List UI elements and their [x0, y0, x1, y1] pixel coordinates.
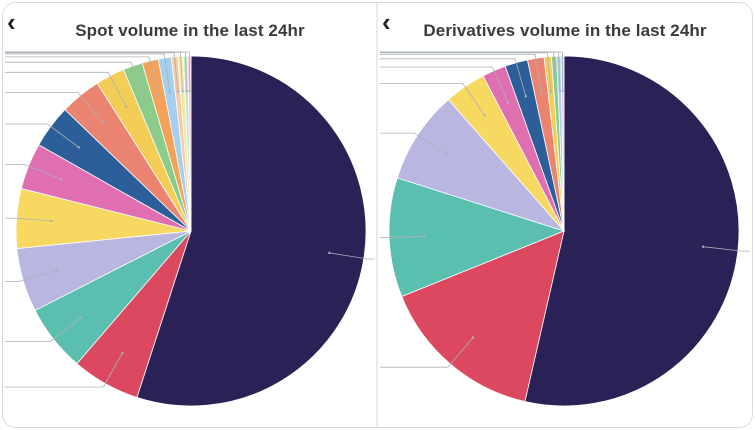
panel-divider — [376, 3, 379, 427]
leader-dot-8 — [540, 91, 543, 95]
leader-line-11 — [5, 56, 159, 95]
leader-dot-4 — [55, 269, 58, 272]
spot-chart-title: Spot volume in the last 24hr — [75, 21, 305, 40]
leader-dot-7 — [524, 95, 527, 98]
leader-dot-12 — [168, 91, 172, 94]
leader-line-1 — [703, 246, 750, 252]
leader-line-6 — [380, 66, 509, 103]
leader-dot-9 — [549, 90, 553, 93]
leader-line-5 — [5, 217, 52, 222]
leader-dot-5 — [50, 219, 53, 223]
leader-line-7 — [5, 123, 80, 148]
leader-line-4 — [380, 132, 448, 155]
leader-line-8 — [380, 54, 542, 93]
leader-dot-2 — [121, 351, 124, 355]
derivatives-chart-title: Derivatives volume in the last 24hr — [423, 21, 707, 40]
leader-dot-4 — [445, 153, 448, 156]
leader-line-9 — [5, 71, 127, 108]
leader-dot-1 — [701, 245, 705, 248]
leader-dot-12 — [561, 89, 564, 93]
leader-line-3 — [380, 235, 425, 239]
leader-dot-11 — [558, 89, 561, 93]
leader-line-12 — [5, 53, 171, 93]
leader-dot-6 — [506, 101, 510, 104]
leader-line-3 — [5, 317, 82, 343]
leader-line-13 — [5, 52, 179, 92]
spot-volume-panel: ‹ Spot volume in the last 24hr — [3, 3, 377, 427]
leader-dot-9 — [125, 105, 128, 109]
leader-line-9 — [380, 52, 552, 92]
leader-line-2 — [380, 337, 474, 368]
chevron-left-icon[interactable]: ‹ — [7, 7, 16, 37]
spot-volume-pie-chart — [5, 51, 375, 407]
leader-dot-11 — [157, 93, 160, 97]
leader-dot-7 — [77, 146, 81, 149]
leader-line-16 — [5, 51, 191, 92]
leader-dot-8 — [101, 121, 104, 124]
leader-dot-16 — [188, 89, 191, 93]
leader-dot-14 — [181, 90, 184, 93]
leader-line-6 — [5, 164, 62, 180]
leader-dot-2 — [471, 336, 475, 339]
leader-dot-15 — [185, 89, 188, 93]
leader-line-10 — [5, 61, 145, 100]
leader-dot-3 — [79, 316, 83, 319]
leader-line-5 — [380, 83, 486, 116]
derivatives-volume-pie-chart — [380, 51, 750, 407]
chevron-left-icon[interactable]: ‹ — [382, 7, 391, 37]
leader-dot-13 — [176, 90, 179, 93]
leader-dot-10 — [143, 97, 146, 101]
leader-line-4 — [5, 270, 57, 282]
leader-dot-10 — [554, 90, 558, 93]
leader-line-7 — [380, 58, 527, 97]
leader-dot-1 — [328, 251, 331, 255]
leader-line-2 — [5, 352, 123, 388]
derivatives-volume-panel: ‹ Derivatives volume in the last 24hr — [378, 3, 752, 427]
leader-line-8 — [5, 92, 103, 123]
leader-dot-5 — [483, 114, 486, 117]
leader-dot-3 — [422, 235, 426, 238]
leader-dot-6 — [59, 177, 63, 181]
leader-line-12 — [380, 51, 564, 92]
leader-line-1 — [329, 252, 375, 260]
